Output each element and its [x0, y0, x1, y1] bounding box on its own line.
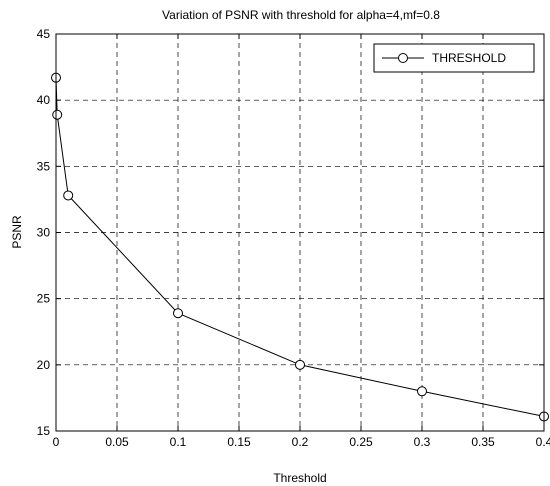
data-point-marker — [63, 190, 74, 201]
x-tick-label: 0.35 — [471, 435, 495, 449]
y-tick-label: 35 — [37, 159, 51, 173]
x-tick-label: 0.4 — [536, 435, 550, 449]
y-tick-label: 30 — [37, 226, 51, 240]
x-tick-label: 0 — [53, 435, 60, 449]
data-point-marker — [295, 359, 305, 370]
tick-marks — [55, 33, 545, 432]
y-tick-label: 25 — [37, 292, 51, 306]
y-axis-label: PSNR — [10, 215, 24, 249]
y-tick-label: 20 — [37, 358, 51, 372]
x-tick-label: 0.3 — [414, 435, 431, 449]
legend: THRESHOLD — [373, 43, 535, 73]
data-point-marker — [417, 386, 427, 397]
y-tick-label: 40 — [37, 93, 51, 107]
legend-label: THRESHOLD — [432, 51, 506, 65]
x-tick-label: 0.05 — [105, 435, 129, 449]
x-tick-label: 0.15 — [227, 435, 251, 449]
y-tick-label: 45 — [37, 27, 51, 41]
y-tick-label: 15 — [37, 424, 51, 438]
y-tick-labels: 15 20 25 30 35 40 45 — [37, 27, 51, 438]
x-tick-label: 0.1 — [170, 435, 187, 449]
x-tick-label: 0.25 — [349, 435, 373, 449]
x-axis-label: Threshold — [273, 471, 326, 485]
x-tick-labels: 0 0.05 0.1 0.15 0.2 0.25 0.3 0.35 0.4 — [53, 435, 550, 449]
legend-circle-marker — [398, 53, 408, 63]
chart-title: Variation of PSNR with threshold for alp… — [162, 8, 440, 22]
data-point-marker — [52, 109, 63, 120]
data-point-marker — [173, 308, 183, 319]
x-tick-label: 0.2 — [292, 435, 309, 449]
